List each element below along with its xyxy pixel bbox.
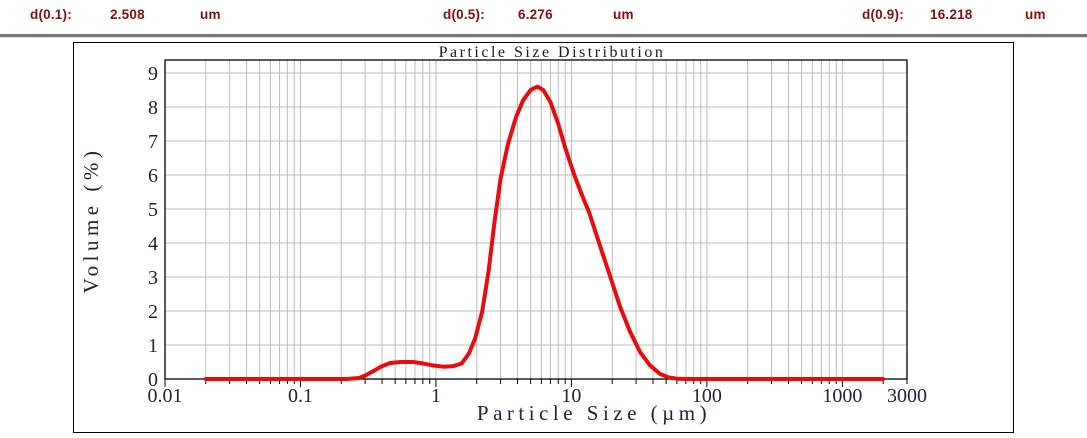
stat-d05-unit: um — [613, 7, 634, 22]
grid-lines — [165, 60, 907, 379]
stat-d05-label: d(0.5): — [443, 7, 485, 22]
svg-text:0: 0 — [148, 369, 158, 391]
svg-text:100: 100 — [692, 385, 722, 407]
svg-text:2: 2 — [148, 301, 158, 323]
svg-text:9: 9 — [148, 63, 158, 85]
svg-text:3: 3 — [148, 267, 158, 289]
svg-text:7: 7 — [148, 131, 158, 153]
svg-text:0.1: 0.1 — [288, 385, 313, 407]
stat-d01-unit: um — [200, 7, 221, 22]
svg-text:4: 4 — [148, 233, 158, 255]
plot-frame — [164, 59, 908, 380]
chart-title: Particle Size Distribution — [439, 44, 666, 61]
svg-text:10: 10 — [561, 385, 581, 407]
x-tick-labels: 0.01 0.1 1 10 100 1000 3000 — [148, 385, 928, 407]
svg-text:3000: 3000 — [887, 385, 927, 407]
stat-d09-value: 16.218 — [930, 7, 973, 22]
svg-text:0.01: 0.01 — [148, 385, 183, 407]
header-divider — [0, 34, 1087, 38]
stat-d05-value: 6.276 — [518, 7, 553, 22]
stat-d01-label: d(0.1): — [30, 7, 72, 22]
svg-text:8: 8 — [148, 97, 158, 119]
stat-d01-value: 2.508 — [110, 7, 145, 22]
svg-text:1: 1 — [148, 335, 158, 357]
svg-text:1000: 1000 — [822, 385, 862, 407]
y-tick-labels: 0 1 2 3 4 5 6 7 8 9 — [148, 63, 158, 391]
svg-text:1: 1 — [431, 385, 441, 407]
stat-d09-unit: um — [1025, 7, 1046, 22]
x-axis-title: Particle Size (µm) — [477, 401, 711, 425]
y-axis-title: Volume (%) — [79, 147, 103, 294]
distribution-curve — [203, 84, 886, 381]
stat-d09-label: d(0.9): — [862, 7, 904, 22]
svg-text:6: 6 — [148, 165, 158, 187]
svg-text:5: 5 — [148, 199, 158, 221]
